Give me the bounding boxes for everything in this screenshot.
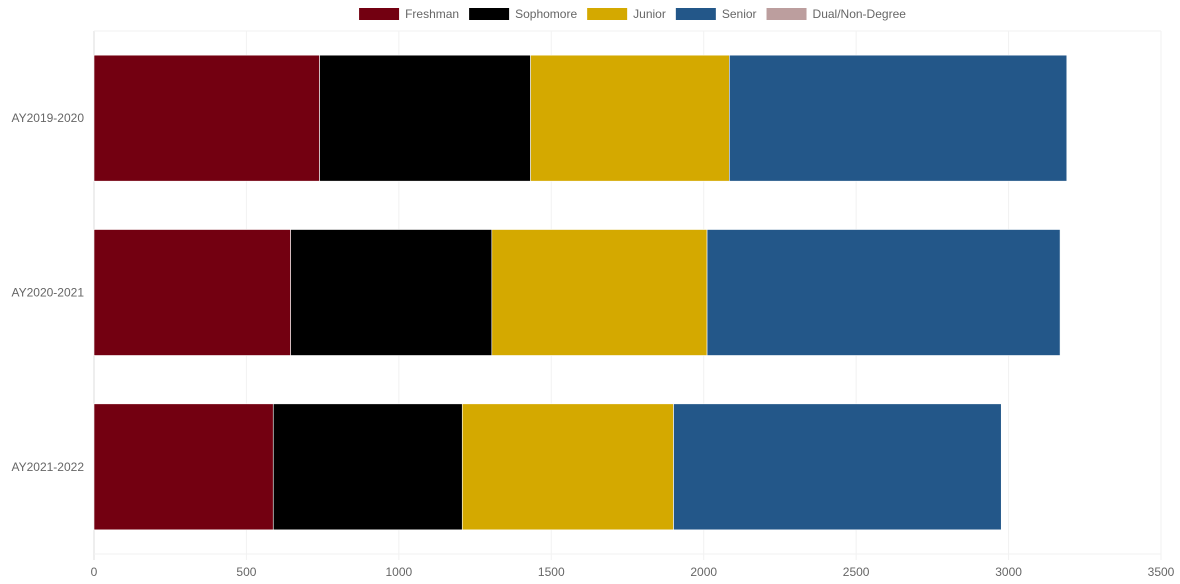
x-tick-label: 500 <box>236 565 256 579</box>
bar-segment-junior <box>530 54 730 182</box>
bar-segment-freshman <box>93 229 291 356</box>
bar-segment-senior <box>673 403 1002 531</box>
legend-swatch-junior[interactable] <box>587 8 628 20</box>
bar-segment-sophomore <box>272 403 463 531</box>
x-tick-label: 3500 <box>1148 565 1175 579</box>
x-tick-label: 2000 <box>690 565 717 579</box>
x-tick-label: 1500 <box>538 565 565 579</box>
legend-swatch-sophomore[interactable] <box>469 8 510 20</box>
bar-segment-junior <box>491 229 708 356</box>
legend-label-freshman[interactable]: Freshman <box>405 7 459 21</box>
legend-swatch-senior[interactable] <box>675 8 716 20</box>
legend-label-junior[interactable]: Junior <box>633 7 666 21</box>
x-tick-label: 1000 <box>386 565 413 579</box>
bar-segment-freshman <box>93 403 274 531</box>
bar-segment-sophomore <box>290 229 493 356</box>
x-tick-label: 2500 <box>843 565 870 579</box>
bars <box>93 54 1068 531</box>
legend-label-dual-non-degree[interactable]: Dual/Non-Degree <box>813 7 907 21</box>
y-category-label: AY2020-2021 <box>11 286 84 300</box>
y-category-label: AY2019-2020 <box>11 111 84 125</box>
bar-segment-sophomore <box>319 54 531 182</box>
y-category-label: AY2021-2022 <box>11 460 84 474</box>
bar-segment-freshman <box>93 54 320 182</box>
legend-label-sophomore[interactable]: Sophomore <box>515 7 577 21</box>
bar-segment-senior <box>706 229 1061 356</box>
bar-segment-junior <box>461 403 674 531</box>
legend-swatch-dual-non-degree[interactable] <box>766 8 807 20</box>
bar-segment-senior <box>729 54 1068 182</box>
x-tick-label: 0 <box>91 565 98 579</box>
legend-label-senior[interactable]: Senior <box>722 7 757 21</box>
axes: 0 500 1000 1500 2000 2500 3000 3500 AY2019-2020 A… <box>11 111 1174 579</box>
legend: Freshman Sophomore Junior Senior Dual/Non-De… <box>359 7 906 21</box>
x-tick-label: 3000 <box>995 565 1022 579</box>
legend-swatch-freshman[interactable] <box>359 8 400 20</box>
